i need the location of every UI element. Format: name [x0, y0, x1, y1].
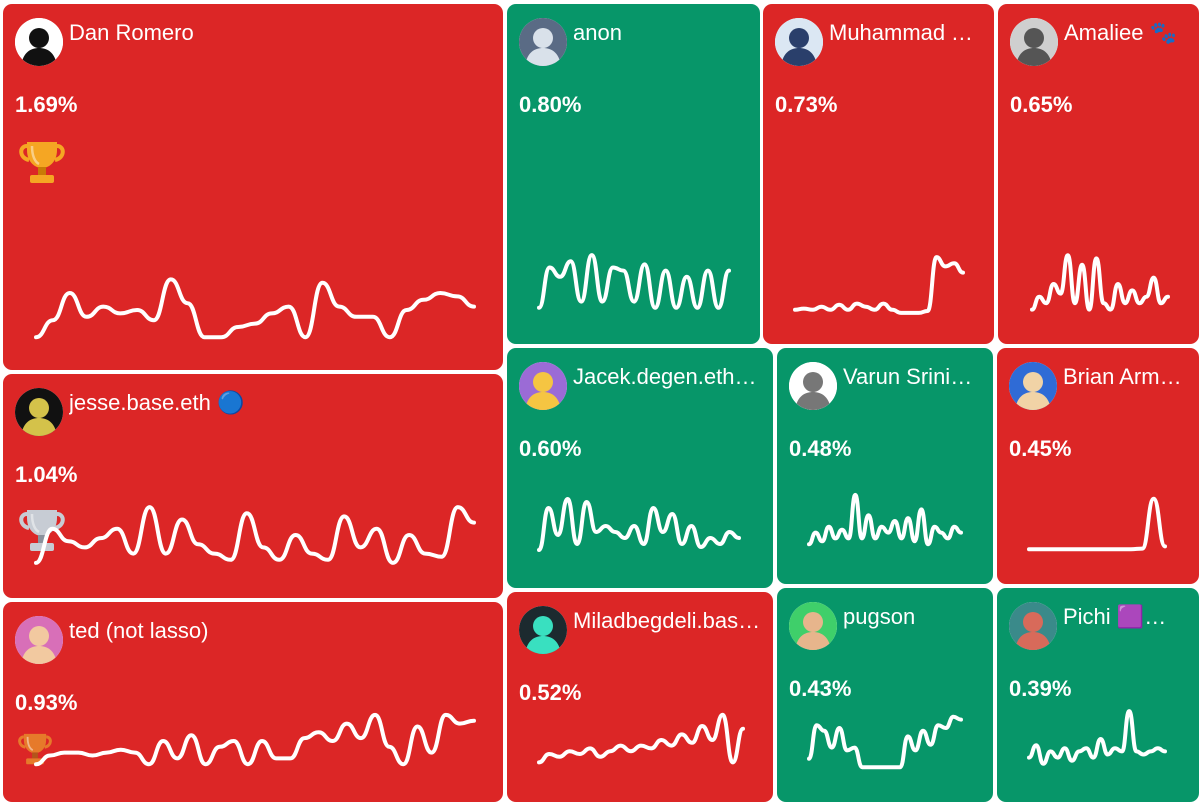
tile-jacek[interactable]: Jacek.degen.eth 🎩 0.60%: [507, 348, 773, 588]
tile-percentage: 0.43%: [789, 676, 852, 701]
tile-miladbegdeli[interactable]: Miladbegdeli.base.eth 0.52%: [507, 592, 773, 802]
tile-percentage: 0.45%: [1009, 436, 1072, 461]
wolf-avatar-icon: [519, 18, 567, 66]
face-avatar-icon: [789, 602, 837, 650]
sparkline-path: [34, 712, 476, 767]
tile-name: Amaliee 🐾: [1064, 20, 1177, 45]
tile-percentage: 0.39%: [1009, 676, 1072, 701]
tile-anon[interactable]: anon 0.80%: [507, 4, 760, 344]
tile-name: ted (not lasso): [69, 618, 209, 643]
sparkline: [1027, 496, 1167, 552]
sparkline-path: [537, 253, 731, 310]
tile-brian[interactable]: Brian Armstrong 0.45%: [997, 348, 1199, 584]
tile-varun[interactable]: Varun Srinivasan 0.48%: [777, 348, 993, 584]
sparkline: [793, 255, 965, 315]
tile-pichi[interactable]: Pichi 🟪🟪🟪 0.39%: [997, 588, 1199, 802]
creature-avatar-icon: [1009, 602, 1057, 650]
tile-percentage: 0.80%: [519, 92, 582, 117]
tile-name: Miladbegdeli.base.eth: [573, 608, 761, 633]
sparkline-path: [34, 505, 476, 565]
sparkline: [1030, 253, 1170, 312]
tile-name: jesse.base.eth 🔵: [69, 390, 245, 415]
tile-amaliee[interactable]: Amaliee 🐾 0.65%: [998, 4, 1199, 344]
sparkline-path: [537, 712, 745, 765]
tile-name: Dan Romero: [69, 20, 194, 45]
sparkline: [34, 712, 476, 767]
tile-jesse[interactable]: jesse.base.eth 🔵 1.04%: [3, 374, 503, 598]
tile-muhammad[interactable]: Muhammad Yasi… 0.73%: [763, 4, 994, 344]
man-suit-avatar-icon: [775, 18, 823, 66]
sparkline-path: [793, 255, 965, 315]
tile-pugson[interactable]: pugson 0.43%: [777, 588, 993, 802]
tile-percentage: 0.48%: [789, 436, 852, 461]
sparkline: [537, 712, 745, 765]
tile-percentage: 1.04%: [15, 462, 78, 487]
tile-percentage: 0.65%: [1010, 92, 1073, 117]
tile-name: Pichi 🟪🟪🟪: [1063, 604, 1187, 629]
tile-name: anon: [573, 20, 622, 45]
tile-percentage: 1.69%: [15, 92, 78, 117]
tile-name: Muhammad Yasi…: [829, 20, 982, 45]
sparkline-path: [1030, 253, 1170, 312]
sparkline-path: [1027, 496, 1167, 552]
sparkline-path: [537, 497, 741, 552]
tile-name: Brian Armstrong: [1063, 364, 1187, 389]
girl-avatar-icon: [15, 616, 63, 664]
tile-percentage: 0.52%: [519, 680, 582, 705]
tile-percentage: 0.60%: [519, 436, 582, 461]
sparkline: [807, 492, 963, 547]
tile-ted[interactable]: ted (not lasso) 0.93%: [3, 602, 503, 802]
pirate-avatar-icon: [15, 18, 63, 66]
glasses-avatar-icon: [519, 606, 567, 654]
tile-percentage: 0.93%: [15, 690, 78, 715]
pixel-avatar-icon: [15, 388, 63, 436]
sparkline-path: [1027, 709, 1167, 766]
anime-girl-avatar-icon: [1010, 18, 1058, 66]
tile-name: Varun Srinivasan: [843, 364, 981, 389]
tile-name: Jacek.degen.eth 🎩: [573, 364, 761, 389]
bronze-trophy-icon: [15, 728, 55, 768]
sparkline: [1027, 709, 1167, 766]
sparkline-path: [807, 492, 963, 547]
sparkline: [34, 505, 476, 565]
tile-percentage: 0.73%: [775, 92, 838, 117]
tile-name: pugson: [843, 604, 916, 629]
sparkline-path: [807, 714, 963, 770]
sparkline: [537, 253, 731, 310]
sparkline-path: [34, 277, 476, 340]
sparkline: [34, 277, 476, 340]
tile-dan-romero[interactable]: Dan Romero 1.69%: [3, 4, 503, 370]
mask-avatar-icon: [789, 362, 837, 410]
gold-trophy-icon: [15, 134, 69, 188]
sparkline: [807, 714, 963, 770]
sparkline: [537, 497, 741, 552]
punk-avatar-icon: [1009, 362, 1057, 410]
penguin-avatar-icon: [519, 362, 567, 410]
